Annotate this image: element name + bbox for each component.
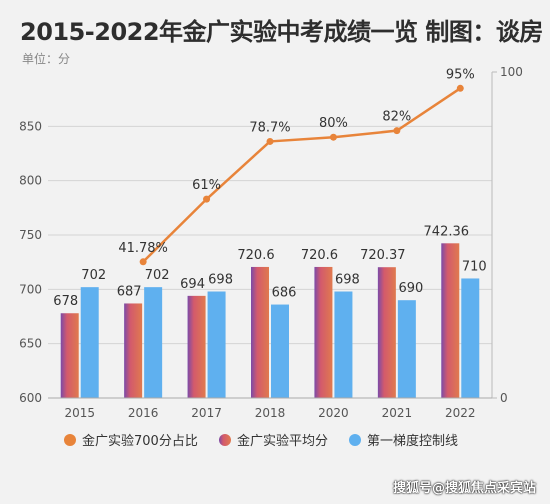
avg-score-label: 694 bbox=[180, 277, 205, 292]
control-line-bar bbox=[334, 291, 353, 398]
x-tick-label: 2016 bbox=[128, 406, 159, 420]
control-line-bar bbox=[80, 287, 99, 398]
y-tick-label: 800 bbox=[19, 174, 42, 188]
chart-title: 2015-2022年金广实验中考成绩一览 制图：谈房 bbox=[20, 18, 543, 46]
unit-label: 单位：分 bbox=[22, 52, 71, 66]
y-tick-label: 650 bbox=[19, 337, 42, 351]
legend-marker bbox=[349, 434, 361, 446]
control-line-label: 698 bbox=[335, 273, 360, 288]
control-line-bar bbox=[144, 287, 163, 398]
avg-score-bar bbox=[60, 313, 79, 398]
control-line-label: 686 bbox=[272, 286, 297, 301]
ratio-label: 82% bbox=[382, 110, 411, 125]
avg-score-bar bbox=[251, 266, 269, 398]
y-tick-label: 600 bbox=[19, 391, 42, 405]
ratio-point bbox=[203, 195, 211, 203]
avg-score-label: 720.6 bbox=[301, 248, 338, 263]
x-tick-label: 2020 bbox=[318, 406, 349, 420]
ratio-point bbox=[266, 137, 274, 145]
ratio-label: 80% bbox=[319, 116, 348, 131]
avg-score-bar bbox=[377, 267, 396, 398]
ratio-point bbox=[393, 127, 401, 135]
control-line-label: 702 bbox=[81, 268, 106, 283]
y2-tick-label: 100 bbox=[500, 65, 523, 79]
ratio-label: 78.7% bbox=[249, 120, 290, 135]
x-tick-label: 2018 bbox=[255, 406, 286, 420]
avg-score-bar bbox=[187, 295, 206, 398]
y-tick-label: 700 bbox=[19, 282, 42, 296]
avg-score-bar bbox=[124, 303, 143, 398]
control-line-bar bbox=[271, 304, 289, 398]
control-line-label: 702 bbox=[145, 268, 170, 283]
ratio-label: 41.78% bbox=[118, 241, 168, 256]
x-tick-label: 2021 bbox=[382, 406, 413, 420]
x-tick-label: 2022 bbox=[445, 406, 476, 420]
ratio-label: 95% bbox=[446, 67, 475, 82]
legend-label: 第一梯度控制线 bbox=[367, 433, 458, 449]
ratio-point bbox=[329, 133, 337, 141]
control-line-bar bbox=[461, 278, 480, 398]
x-tick-label: 2017 bbox=[191, 406, 222, 420]
legend-label: 金广实验700分占比 bbox=[82, 433, 198, 449]
avg-score-bar bbox=[441, 243, 460, 398]
ratio-line bbox=[142, 87, 461, 263]
ratio-label: 61% bbox=[192, 178, 221, 193]
y-tick-label: 850 bbox=[19, 119, 42, 133]
avg-score-bar bbox=[314, 266, 333, 398]
control-line-label: 690 bbox=[398, 281, 423, 296]
legend-label: 金广实验平均分 bbox=[237, 433, 328, 449]
y-tick-label: 750 bbox=[19, 228, 42, 242]
watermark: 搜狐号@搜狐焦点采宾站 bbox=[392, 481, 536, 496]
avg-score-label: 678 bbox=[53, 294, 78, 309]
control-line-bar bbox=[397, 300, 416, 398]
control-line-label: 710 bbox=[462, 259, 487, 274]
avg-score-label: 687 bbox=[117, 284, 142, 299]
control-line-label: 698 bbox=[208, 273, 233, 288]
x-tick-label: 2015 bbox=[64, 406, 95, 420]
avg-score-label: 720.37 bbox=[360, 248, 406, 263]
avg-score-label: 720.6 bbox=[237, 248, 274, 263]
control-line-bar bbox=[207, 291, 226, 398]
ratio-point bbox=[456, 84, 464, 92]
y2-tick-label: 0 bbox=[500, 391, 508, 405]
legend-marker bbox=[219, 434, 231, 446]
avg-score-label: 742.36 bbox=[424, 224, 470, 239]
legend-marker bbox=[64, 434, 76, 446]
ratio-point bbox=[139, 258, 147, 266]
